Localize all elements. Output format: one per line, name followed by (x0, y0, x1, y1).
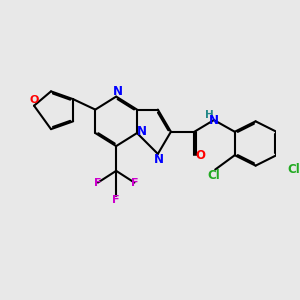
Text: F: F (131, 178, 138, 188)
Text: F: F (94, 178, 102, 188)
Text: O: O (29, 95, 39, 105)
Text: H: H (205, 110, 214, 120)
Text: N: N (112, 85, 122, 98)
Text: Cl: Cl (287, 163, 300, 176)
Text: N: N (137, 125, 147, 138)
Text: F: F (112, 194, 120, 205)
Text: O: O (195, 149, 205, 162)
Text: Cl: Cl (208, 169, 220, 182)
Text: N: N (154, 153, 164, 166)
Text: N: N (209, 113, 219, 127)
